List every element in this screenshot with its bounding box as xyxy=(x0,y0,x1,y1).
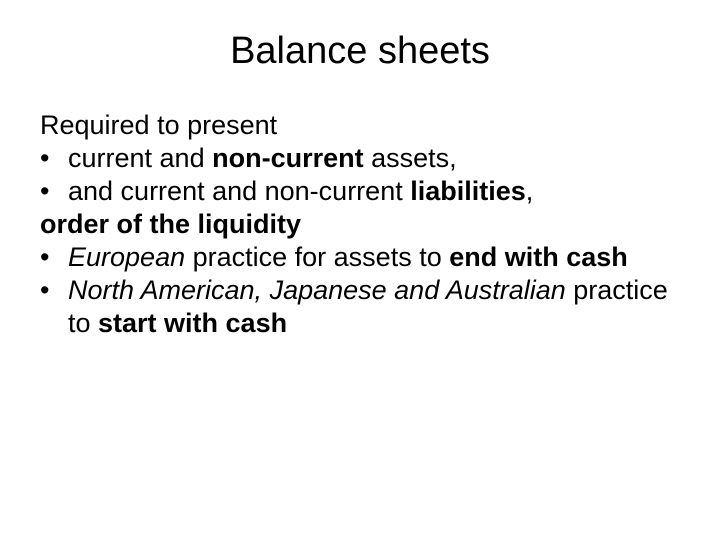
bullet-2: • and current and non-current liabilitie… xyxy=(40,175,680,208)
bullet-icon: • xyxy=(40,142,68,175)
order-line: order of the liquidity xyxy=(40,208,680,241)
bullet-icon: • xyxy=(40,274,68,340)
text: and current and non-current xyxy=(68,176,410,206)
italic-text: European xyxy=(68,242,185,272)
bold-text: non-current xyxy=(212,143,364,173)
bold-text: start with cash xyxy=(98,308,287,338)
text: practice for assets to xyxy=(185,242,449,272)
text: current and xyxy=(68,143,212,173)
bold-text: liabilities xyxy=(410,176,526,206)
bullet-3-text: European practice for assets to end with… xyxy=(68,241,680,274)
bullet-2-text: and current and non-current liabilities, xyxy=(68,175,680,208)
slide: Balance sheets Required to present • cur… xyxy=(0,0,720,540)
bullet-4-text: North American, Japanese and Australian … xyxy=(68,274,680,340)
bullet-1: • current and non-current assets, xyxy=(40,142,680,175)
text: , xyxy=(526,176,534,206)
slide-body: Required to present • current and non-cu… xyxy=(40,109,680,340)
bullet-icon: • xyxy=(40,175,68,208)
bullet-1-text: current and non-current assets, xyxy=(68,142,680,175)
bold-text: order of the liquidity xyxy=(40,209,301,239)
bullet-3: • European practice for assets to end wi… xyxy=(40,241,680,274)
bullet-icon: • xyxy=(40,241,68,274)
intro-line: Required to present xyxy=(40,109,680,142)
bold-text: end with cash xyxy=(449,242,628,272)
italic-text: North American, Japanese and Australian xyxy=(68,275,566,305)
bullet-4: • North American, Japanese and Australia… xyxy=(40,274,680,340)
text: assets, xyxy=(364,143,457,173)
slide-title: Balance sheets xyxy=(40,30,680,73)
